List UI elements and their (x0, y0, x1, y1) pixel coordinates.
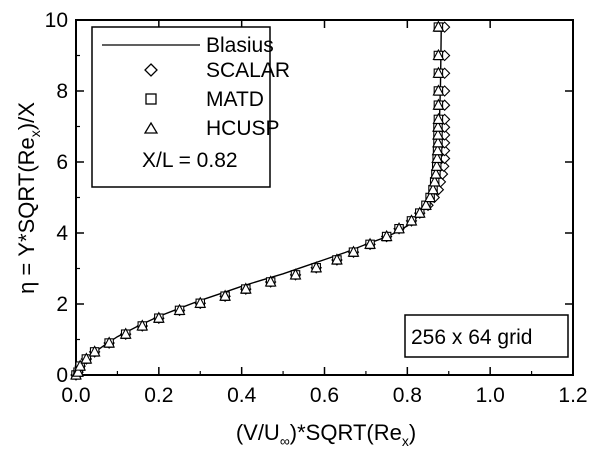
y-tick-label: 6 (56, 151, 68, 174)
marks-layer (70, 20, 451, 381)
legend-label-hcusp: HCUSP (206, 117, 280, 140)
hcusp-point (119, 327, 132, 339)
hcusp-point (310, 261, 323, 273)
annotation-box (404, 314, 569, 358)
x-axis-title-sub2: x (402, 433, 409, 449)
hcusp-point (432, 120, 444, 132)
hcusp-point (430, 159, 443, 171)
hcusp-point (432, 128, 444, 140)
hcusp-point (420, 198, 432, 210)
hcusp-point (429, 167, 442, 179)
y-axis-title-sub: x (27, 130, 43, 137)
x-tick-label: 0.8 (393, 384, 422, 407)
hcusp-point (432, 48, 445, 61)
legend-note: X/L = 0.82 (142, 149, 238, 172)
hcusp-point (331, 253, 343, 265)
legend-box (91, 26, 271, 188)
hcusp-point (432, 84, 445, 96)
hcusp-point (431, 143, 444, 156)
hcusp-point (289, 268, 302, 280)
x-axis-title: (V/U∞)*SQRT(Rex) (236, 420, 416, 449)
hcusp-point (432, 98, 445, 110)
hcusp-point (80, 352, 93, 364)
x-axis-title-sub1: ∞ (280, 433, 290, 449)
hcusp-point (194, 296, 207, 308)
hcusp-point (74, 359, 87, 371)
hcusp-point (413, 206, 426, 218)
hcusp-point (347, 245, 360, 257)
hcusp-point (264, 275, 277, 287)
legend-label-matd: MATD (206, 88, 264, 111)
hcusp-point (432, 112, 445, 124)
x-axis-title-prefix: (V/U (236, 420, 280, 445)
x-tick-label: 0.6 (310, 384, 339, 407)
x-axis-title-middle: )*SQRT(Re (290, 420, 402, 445)
hcusp-point (219, 289, 232, 301)
x-axis-title-suffix: ) (409, 420, 416, 445)
hcusp-point (239, 282, 252, 294)
y-axis-title: η = Y*SQRT(Rex)/X (14, 102, 43, 294)
hcusp-point (72, 365, 84, 377)
hcusp-point (427, 183, 439, 195)
hcusp-point (88, 345, 101, 357)
x-tick-label: 0.4 (227, 384, 257, 407)
hcusp-point (432, 136, 444, 148)
legend-swatch-matd (145, 93, 157, 105)
hcusp-point (424, 190, 437, 203)
y-tick-label: 8 (56, 80, 68, 103)
y-tick-label: 2 (56, 293, 68, 316)
hcusp-point (152, 311, 165, 323)
hcusp-point (405, 214, 418, 226)
y-axis-title-prefix: η = Y*SQRT(Re (14, 137, 39, 294)
legend-label-scalar: SCALAR (206, 59, 290, 82)
x-tick-label: 0.2 (144, 384, 173, 407)
x-tick-label: 0.0 (61, 384, 90, 407)
x-tick-label: 1.2 (558, 384, 587, 407)
legend-swatch-hcusp (143, 121, 159, 134)
hcusp-point (432, 20, 445, 32)
hcusp-point (428, 175, 441, 187)
legend-swatch-scalar (144, 63, 158, 77)
hcusp-point (364, 237, 376, 249)
y-tick-label: 10 (45, 9, 68, 32)
grid-annotation: 256 x 64 grid (404, 314, 569, 358)
x-tick-label: 1.0 (476, 384, 505, 407)
y-tick-label: 0 (56, 364, 68, 387)
hcusp-point (136, 319, 149, 331)
y-axis-title-suffix: )/X (14, 102, 39, 130)
hcusp-point (432, 66, 445, 78)
hcusp-point (431, 151, 444, 163)
hcusp-point (103, 336, 116, 348)
hcusp-point (380, 229, 393, 242)
hcusp-point (393, 222, 405, 234)
hcusp-point (173, 303, 186, 315)
legend: Blasius SCALAR MATD HCUSP X/L = 0.82 (91, 26, 290, 188)
annotation-text: 256 x 64 grid (411, 326, 532, 349)
legend-label-blasius: Blasius (206, 34, 274, 57)
y-tick-label: 4 (56, 222, 68, 245)
